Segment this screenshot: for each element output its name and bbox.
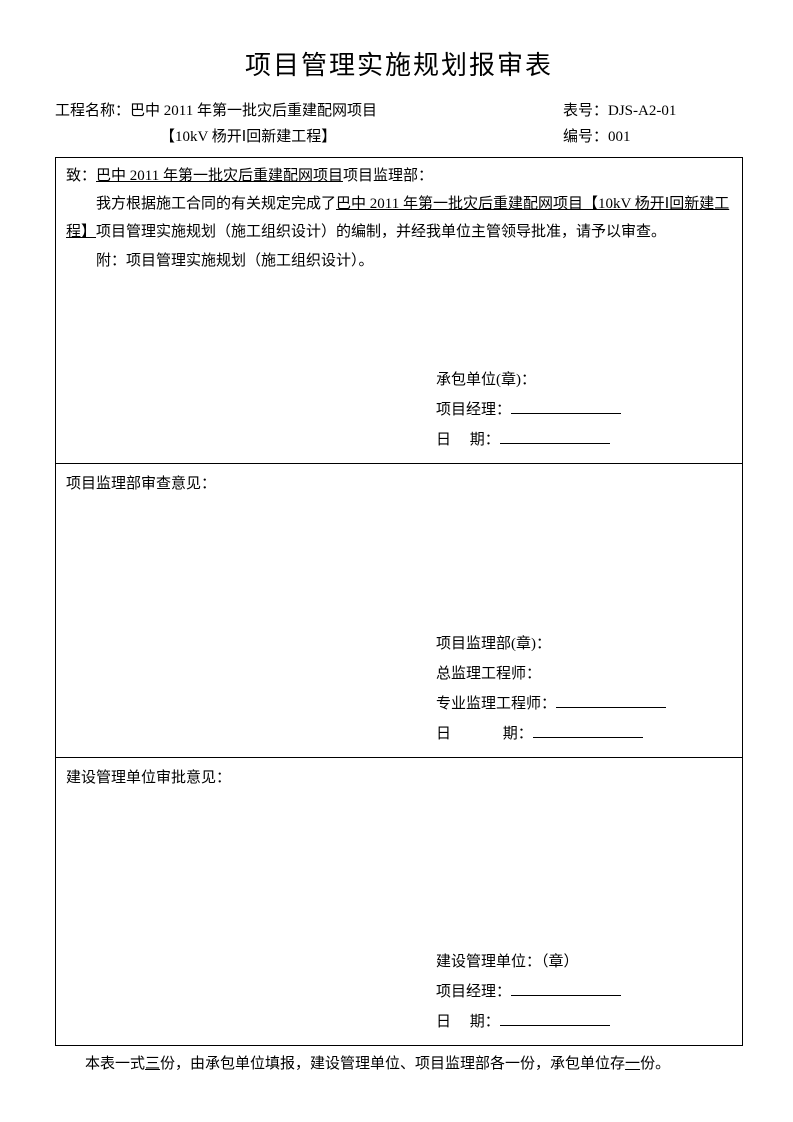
date-label-1a: 日: [436, 432, 459, 448]
supervisor-dept-line: 项目监理部(章)：: [436, 629, 732, 659]
section-contractor: 致：巴中 2011 年第一批灾后重建配网项目项目监理部： 我方根据施工合同的有关…: [56, 158, 742, 465]
footer-prefix: 本表一式: [85, 1056, 145, 1072]
pm-label: 项目经理：: [436, 402, 511, 418]
contractor-signature-block: 承包单位(章)： 项目经理： 日 期：: [436, 365, 732, 455]
footer-copies: 三: [145, 1056, 160, 1072]
construction-signature-block: 建设管理单位：（章） 项目经理： 日 期：: [436, 947, 732, 1037]
contractor-unit-line: 承包单位(章)：: [436, 365, 732, 395]
date-blank-1: [500, 429, 610, 444]
page-title: 项目管理实施规划报审表: [55, 45, 743, 87]
header-row-2: 【10kV 杨开Ⅰ回新建工程】 编号：001: [55, 125, 743, 149]
date-label-3b: 期：: [470, 1014, 500, 1030]
pm-blank-3: [511, 981, 621, 996]
specialist-blank: [556, 693, 666, 708]
specialist-label: 专业监理工程师：: [436, 696, 556, 712]
footer-middle: 份，由承包单位填报，建设管理单位、项目监理部各一份，承包单位存: [160, 1056, 625, 1072]
footer-suffix: 份。: [640, 1056, 670, 1072]
date-label-2b: 期：: [503, 726, 533, 742]
supervisor-signature-block: 项目监理部(章)： 总监理工程师： 专业监理工程师： 日 期：: [436, 629, 732, 749]
to-prefix: 致：: [66, 168, 96, 184]
project-label: 工程名称：: [55, 103, 130, 119]
date-label-3a: 日: [436, 1014, 459, 1030]
body-suffix: 项目管理实施规划（施工组织设计）的编制，并经我单位主管领导批准，请予以审查。: [96, 224, 666, 240]
header-row-1: 工程名称：巴中 2011 年第一批灾后重建配网项目 表号：DJS-A2-01: [55, 99, 743, 123]
to-suffix: 项目监理部：: [343, 168, 433, 184]
main-table: 致：巴中 2011 年第一批灾后重建配网项目项目监理部： 我方根据施工合同的有关…: [55, 157, 743, 1047]
to-recipient: 巴中 2011 年第一批灾后重建配网项目: [96, 168, 343, 184]
footer-note: 本表一式三份，由承包单位填报，建设管理单位、项目监理部各一份，承包单位存一份。: [55, 1052, 743, 1076]
serial-no: 001: [608, 129, 631, 145]
date-blank-3: [500, 1011, 610, 1026]
construction-mgmt-title: 建设管理单位审批意见：: [66, 764, 732, 793]
pm-label-3: 项目经理：: [436, 984, 511, 1000]
date-label-1b: 期：: [470, 432, 500, 448]
footer-one: 一: [625, 1056, 640, 1072]
construction-unit-line: 建设管理单位：（章）: [436, 947, 732, 977]
pm-blank: [511, 399, 621, 414]
body-prefix: 我方根据施工合同的有关规定完成了: [96, 196, 336, 212]
supervisor-title: 项目监理部审查意见：: [66, 470, 732, 499]
section-construction-mgmt: 建设管理单位审批意见： 建设管理单位：（章） 项目经理： 日 期：: [56, 758, 742, 1046]
chief-engineer-line: 总监理工程师：: [436, 659, 732, 689]
project-name: 巴中 2011 年第一批灾后重建配网项目: [130, 103, 377, 119]
sub-project: 【10kV 杨开Ⅰ回新建工程】: [160, 129, 336, 145]
section-supervisor: 项目监理部审查意见： 项目监理部(章)： 总监理工程师： 专业监理工程师： 日 …: [56, 464, 742, 758]
date-label-2a: 日: [436, 726, 451, 742]
date-blank-2: [533, 723, 643, 738]
form-no-label: 表号：: [563, 103, 608, 119]
serial-label: 编号：: [563, 129, 608, 145]
attachment-text: 附：项目管理实施规划（施工组织设计）。: [66, 247, 732, 276]
form-no: DJS-A2-01: [608, 103, 676, 119]
